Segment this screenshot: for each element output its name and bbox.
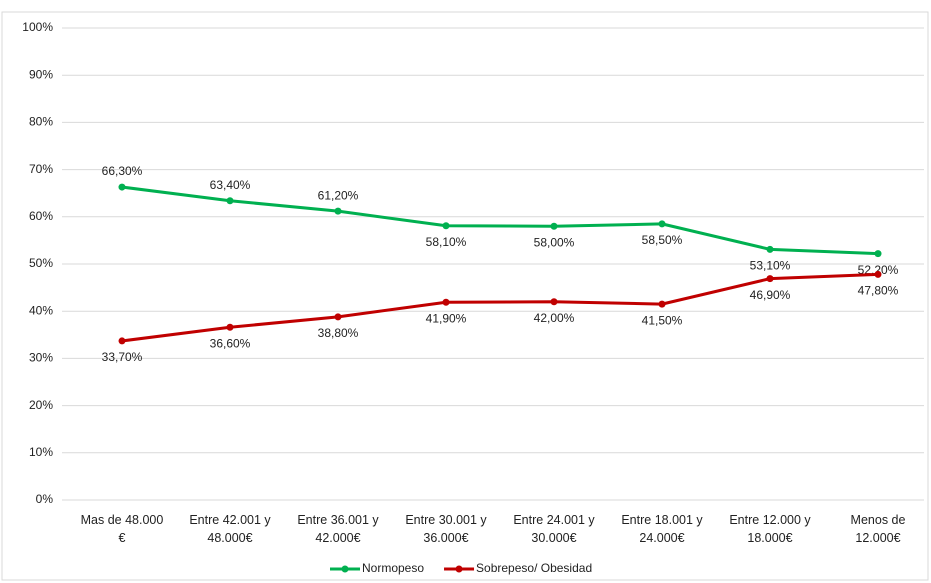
data-label: 58,50% (642, 233, 683, 247)
data-label: 53,10% (750, 259, 791, 273)
data-label: 58,00% (534, 235, 575, 249)
x-tick-label: Entre 24.001 y 30.000€ (513, 513, 595, 545)
data-label: 63,40% (210, 178, 251, 192)
data-point (226, 197, 234, 205)
data-point (442, 298, 450, 306)
data-point (550, 298, 558, 306)
data-point (874, 250, 882, 258)
x-tick-label: Entre 30.001 y 36.000€ (405, 513, 487, 545)
data-label: 41,90% (426, 311, 467, 325)
y-tick-label: 10% (29, 445, 53, 459)
data-point (118, 337, 126, 345)
data-label: 47,80% (858, 284, 899, 298)
data-point (658, 300, 666, 308)
y-tick-label: 100% (22, 20, 53, 34)
x-tick-label: Entre 12.000 y 18.000€ (729, 513, 811, 545)
legend-label: Normopeso (362, 561, 424, 575)
x-tick-label: Mas de 48.000 € (80, 513, 164, 545)
x-tick-label: Menos de 12.000€ (850, 513, 906, 545)
legend-label: Sobrepeso/ Obesidad (476, 561, 592, 575)
data-point (550, 222, 558, 230)
x-tick-label: Entre 36.001 y 42.000€ (297, 513, 379, 545)
data-point (334, 313, 342, 321)
data-point (442, 222, 450, 230)
data-label: 42,00% (534, 311, 575, 325)
data-label: 46,90% (750, 288, 791, 302)
y-tick-label: 90% (29, 67, 53, 81)
series-line (121, 185, 879, 256)
chart-border (1, 11, 929, 581)
y-tick-label: 60% (29, 209, 53, 223)
data-label: 58,10% (426, 235, 467, 249)
y-tick-label: 40% (29, 303, 53, 317)
data-point (766, 245, 774, 253)
data-point (226, 323, 234, 331)
data-point (658, 220, 666, 228)
legend-marker (455, 565, 463, 573)
data-label: 41,50% (642, 313, 683, 327)
y-tick-label: 0% (36, 492, 54, 506)
y-tick-label: 20% (29, 398, 53, 412)
y-tick-label: 70% (29, 162, 53, 176)
data-label: 66,30% (102, 164, 143, 178)
legend-marker (341, 565, 349, 573)
data-point (766, 275, 774, 283)
y-tick-label: 30% (29, 351, 53, 365)
data-point (118, 183, 126, 191)
data-label: 33,70% (102, 350, 143, 364)
series-line (121, 272, 879, 343)
y-tick-label: 50% (29, 256, 53, 270)
y-tick-label: 80% (29, 115, 53, 129)
data-label: 61,20% (318, 188, 359, 202)
data-label: 38,80% (318, 326, 359, 340)
x-tick-label: Entre 18.001 y 24.000€ (621, 513, 703, 545)
data-point (334, 207, 342, 215)
data-label: 36,60% (210, 336, 251, 350)
x-tick-label: Entre 42.001 y 48.000€ (189, 513, 271, 545)
data-point (874, 270, 882, 278)
